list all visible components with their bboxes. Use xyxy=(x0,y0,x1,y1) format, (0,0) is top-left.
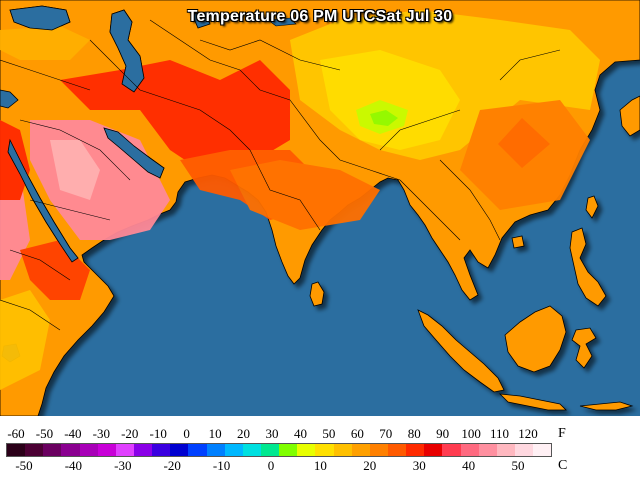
fahrenheit-tick-label: 10 xyxy=(208,426,222,441)
caspian-sea-top xyxy=(109,9,145,93)
color-swatch xyxy=(297,444,316,456)
color-swatch xyxy=(478,444,497,456)
aral-sea xyxy=(191,11,211,29)
color-swatch xyxy=(115,444,134,456)
color-swatch xyxy=(242,444,261,456)
color-swatch xyxy=(133,444,153,456)
philippines xyxy=(569,227,607,307)
color-swatch xyxy=(369,444,388,456)
zone-yellow-light xyxy=(320,50,460,150)
fahrenheit-tick-label: 80 xyxy=(407,426,421,441)
fahrenheit-tick-label: 60 xyxy=(350,426,364,441)
fahrenheit-tick-label: 20 xyxy=(237,426,251,441)
zone-lightpink-arabia xyxy=(50,140,100,200)
fahrenheit-unit: F xyxy=(558,426,566,441)
sulawesi xyxy=(571,327,597,369)
color-swatch xyxy=(406,444,425,456)
color-swatch xyxy=(279,444,298,456)
color-swatch xyxy=(152,444,171,456)
fahrenheit-tick-label: 30 xyxy=(265,426,279,441)
color-swatch xyxy=(206,444,225,456)
color-swatch xyxy=(224,444,243,456)
color-swatch xyxy=(351,444,370,456)
fahrenheit-tick-label: 50 xyxy=(322,426,336,441)
color-swatch xyxy=(43,444,62,456)
color-swatch xyxy=(387,444,407,456)
fahrenheit-tick-label: 100 xyxy=(461,426,481,441)
color-swatch xyxy=(260,444,280,456)
fahrenheit-tick-label: 110 xyxy=(490,426,510,441)
taiwan xyxy=(585,195,599,219)
color-swatch xyxy=(97,444,116,456)
fahrenheit-tick-label: -20 xyxy=(121,426,139,441)
color-swatch xyxy=(460,444,479,456)
celsius-tick-label: -40 xyxy=(64,458,83,473)
color-swatch xyxy=(496,444,515,456)
red-sea-top xyxy=(7,138,79,263)
zone-orange-india-n xyxy=(230,160,380,230)
celsius-tick-label: 40 xyxy=(462,458,476,473)
color-scale-bar xyxy=(6,443,552,457)
fahrenheit-tick-label: -10 xyxy=(149,426,167,441)
country-borders xyxy=(0,19,561,331)
color-swatch xyxy=(7,444,26,456)
celsius-tick-label: -50 xyxy=(15,458,33,473)
color-swatch xyxy=(79,444,98,456)
zone-yellow-turkey xyxy=(0,26,90,60)
color-swatch xyxy=(533,444,552,456)
japan xyxy=(619,95,640,137)
color-swatch xyxy=(333,444,352,456)
color-swatch xyxy=(442,444,461,456)
mediterranean xyxy=(0,89,19,109)
lake-balkhash xyxy=(267,17,297,27)
color-swatch xyxy=(424,444,443,456)
zone-red-iran xyxy=(60,60,290,170)
fahrenheit-tick-label: 90 xyxy=(436,426,450,441)
color-swatch xyxy=(514,444,534,456)
color-swatch xyxy=(61,444,80,456)
map-title: Temperature 06 PM UTCSat Jul 30 xyxy=(187,8,453,25)
sri-lanka xyxy=(309,281,325,307)
celsius-tick-label: -20 xyxy=(163,458,181,473)
zone-green-core xyxy=(370,110,398,126)
celsius-tick-label: 20 xyxy=(363,458,377,473)
fahrenheit-tick-label: 40 xyxy=(293,426,307,441)
borneo xyxy=(504,305,567,373)
fahrenheit-tick-label: -30 xyxy=(92,426,110,441)
fahrenheit-tick-label: -50 xyxy=(35,426,54,441)
fahrenheit-tick-label: 120 xyxy=(518,426,538,441)
temperature-map: Temperature 06 PM UTCSat Jul 30 xyxy=(0,0,640,416)
zone-redorange-china-diamond xyxy=(498,118,550,168)
celsius-tick-label: 30 xyxy=(412,458,426,473)
map-svg xyxy=(0,0,640,416)
fahrenheit-tick-label: 70 xyxy=(379,426,393,441)
celsius-tick-label: -10 xyxy=(212,458,231,473)
celsius-tick-label: 10 xyxy=(313,458,327,473)
color-swatch xyxy=(25,444,44,456)
black-sea-top xyxy=(9,5,71,31)
java xyxy=(498,393,567,411)
temperature-legend: -60 -50 -40 -30 -20 -10 0 10 20 30 40 50 60 70 80 90 100… xyxy=(0,416,640,480)
persian-gulf-top xyxy=(103,127,165,179)
celsius-unit: C xyxy=(558,458,568,473)
celsius-tick-label: 50 xyxy=(511,458,525,473)
fahrenheit-tick-label: -60 xyxy=(7,426,25,441)
celsius-tick-label: 0 xyxy=(267,458,275,473)
fahrenheit-tick-label: -40 xyxy=(64,426,82,441)
fahrenheit-tick-label: 0 xyxy=(183,426,190,441)
color-swatch xyxy=(188,444,207,456)
celsius-tick-label: -30 xyxy=(114,458,132,473)
lesser-sunda xyxy=(579,401,634,411)
color-swatch xyxy=(170,444,189,456)
color-swatch xyxy=(315,444,334,456)
hainan xyxy=(511,235,525,249)
sumatra xyxy=(417,309,505,393)
